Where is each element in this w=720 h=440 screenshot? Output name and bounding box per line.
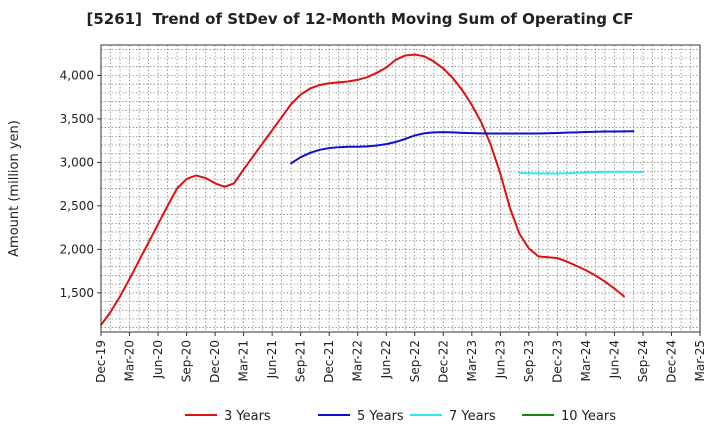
y-axis-ticks: 1,500 2,000 2,500 3,000 3,500 4,000 [60,68,101,300]
x-tick-label: Sep-24 [636,340,650,382]
x-tick-label: Sep-22 [408,340,422,382]
x-tick-label: Dec-20 [208,340,222,383]
y-tick-label: 3,500 [60,112,94,126]
y-tick-label: 3,000 [60,155,94,169]
legend: 3 Years 5 Years 7 Years 10 Years [185,409,616,424]
legend-label: 3 Years [224,409,271,424]
x-tick-label: Jun-22 [379,340,393,379]
x-tick-label: Mar-23 [465,340,479,381]
x-tick-label: Sep-20 [180,340,194,382]
x-tick-label: Dec-22 [436,340,450,383]
y-tick-label: 2,000 [60,242,94,256]
series-line-7-years [518,170,644,175]
y-axis-label: Amount (million yen) [7,120,22,257]
x-tick-label: Sep-23 [522,340,536,382]
y-tick-label: 1,500 [60,286,94,300]
x-tick-label: Dec-21 [322,340,336,383]
plot-frame [100,44,701,333]
series-lines [100,53,644,327]
x-tick-label: Mar-21 [237,340,251,381]
x-tick-label: Jun-23 [493,340,507,379]
x-tick-label: Dec-23 [550,340,564,383]
x-axis-ticks: Dec-19 Mar-20 Jun-20 Sep-20 Dec-20 Mar-21 Jun-… [94,332,707,383]
x-tick-label: Jun-24 [607,340,621,379]
y-tick-label: 4,000 [60,68,94,82]
grid-lines [101,45,700,332]
series-line-5-years [290,130,635,165]
x-tick-label: Mar-20 [123,340,137,381]
x-tick-label: Dec-19 [94,340,108,383]
x-tick-label: Dec-24 [664,340,678,383]
legend-label: 7 Years [449,409,496,424]
plot-area [101,45,700,332]
x-tick-label: Mar-22 [351,340,365,381]
chart-title: [5261] Trend of StDev of 12-Month Moving… [86,10,634,28]
x-tick-label: Mar-24 [579,340,593,381]
y-tick-label: 2,500 [60,199,94,213]
series-line-3-years [100,53,625,327]
x-tick-label: Sep-21 [294,340,308,382]
x-tick-label: Mar-25 [693,340,707,381]
x-tick-label: Jun-20 [151,340,165,379]
x-tick-label: Jun-21 [265,340,279,379]
legend-label: 10 Years [561,409,616,424]
legend-label: 5 Years [357,409,404,424]
